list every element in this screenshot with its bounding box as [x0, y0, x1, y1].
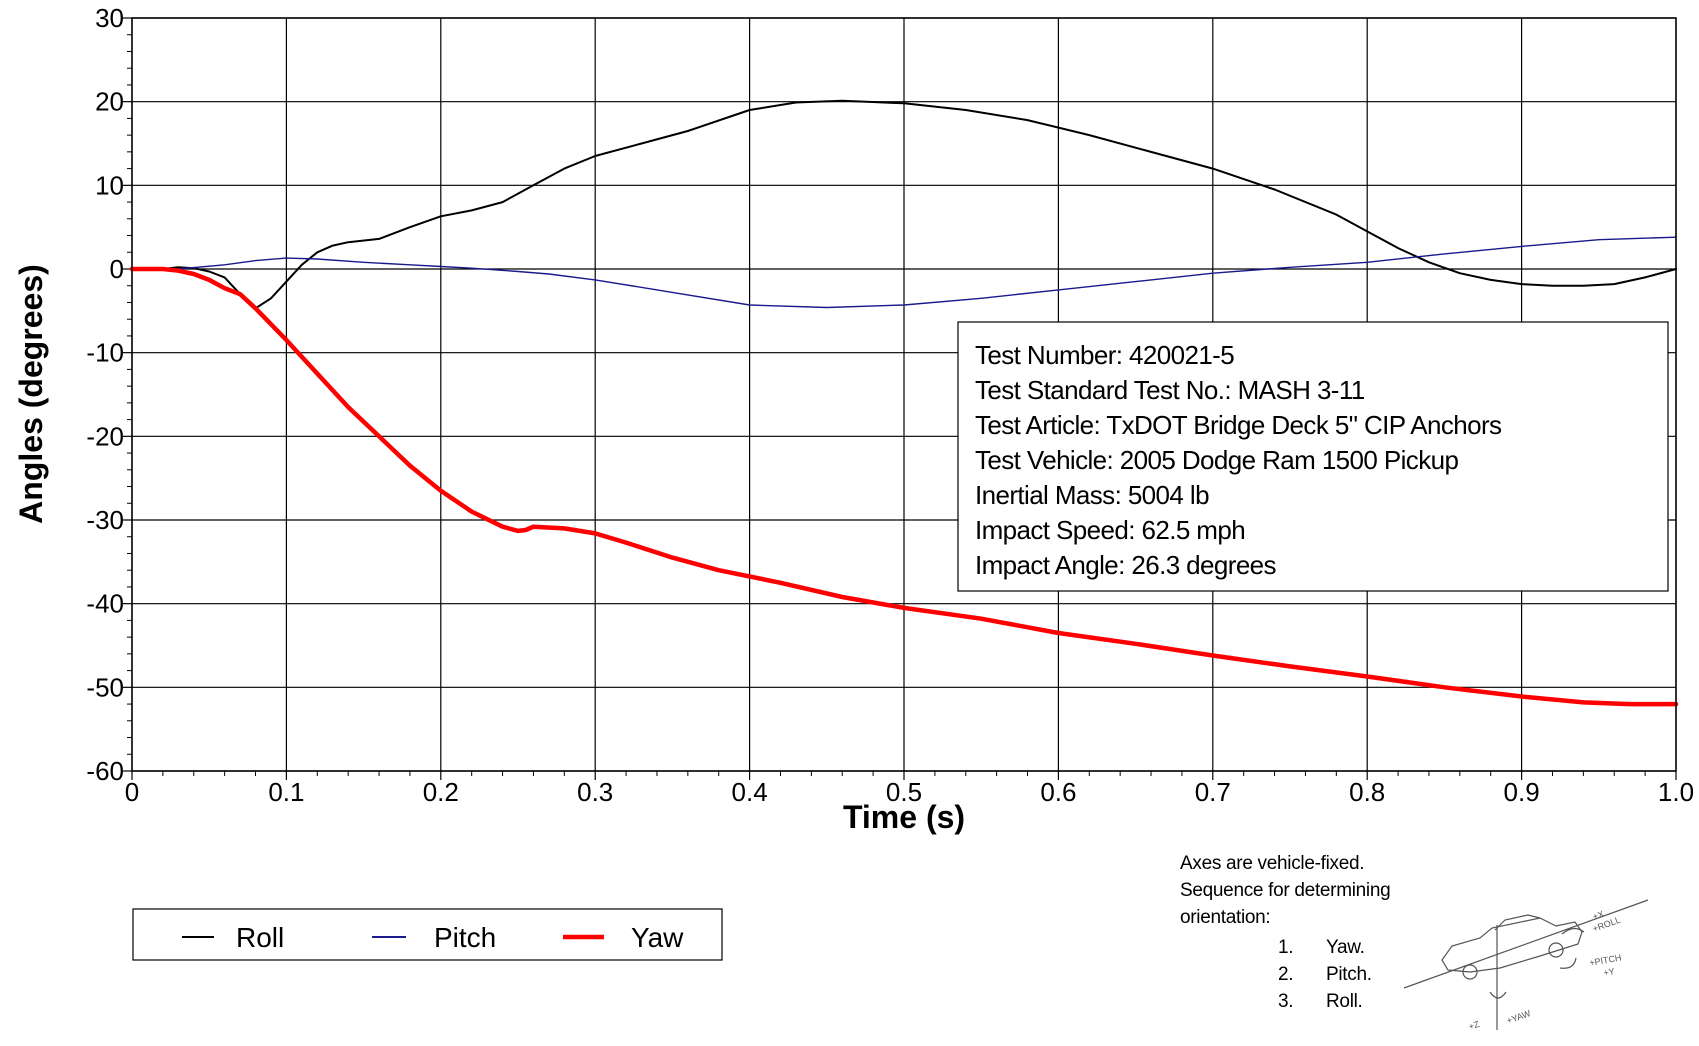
y-tick-label: 20 [95, 87, 124, 117]
sequence-num: 3. [1278, 991, 1293, 1012]
x-tick-label: 0.1 [268, 777, 304, 807]
legend: Roll Pitch Yaw [132, 908, 723, 961]
y-tick-label: 0 [110, 254, 124, 284]
y-tick-label: -50 [86, 672, 124, 702]
y-tick-label: 10 [95, 170, 124, 200]
x-tick-label: 0.3 [577, 777, 613, 807]
svg-text:+Z: +Z [1467, 1019, 1481, 1032]
legend-label-roll: Roll [236, 922, 284, 953]
y-axis-title: Angles (degrees) [13, 264, 49, 524]
y-tick-label: -20 [86, 421, 124, 451]
x-tick-label: 0.6 [1040, 777, 1076, 807]
series-line-pitch [131, 236, 1677, 309]
y-tick-label: -40 [86, 589, 124, 619]
note-line: Sequence for determining [1180, 880, 1390, 901]
sequence-label: Yaw. [1326, 937, 1365, 958]
axis-ticks: 0 0.1 0.2 0.3 0.4 0.5 0.6 0.7 0.8 0.9 1.0 30 20 10 0 -1… [86, 3, 1694, 807]
x-tick-label: 0.7 [1195, 777, 1231, 807]
sequence-label: Roll. [1326, 991, 1363, 1012]
info-line: Impact Angle: 26.3 degrees [975, 550, 1277, 580]
x-tick-label: 0.8 [1349, 777, 1385, 807]
x-tick-label: 0.9 [1504, 777, 1540, 807]
info-line: Impact Speed: 62.5 mph [975, 515, 1245, 545]
info-line: Inertial Mass: 5004 lb [975, 480, 1209, 510]
legend-label-pitch: Pitch [434, 922, 496, 953]
svg-text:+YAW: +YAW [1505, 1008, 1532, 1026]
x-tick-label: 0 [125, 777, 139, 807]
x-axis-title: Time (s) [843, 799, 965, 835]
series-line-yaw [129, 266, 1679, 707]
legend-label-yaw: Yaw [631, 922, 684, 953]
info-line: Test Article: TxDOT Bridge Deck 5" CIP A… [975, 410, 1502, 440]
x-tick-label: 1.0 [1658, 777, 1694, 807]
plot-frame [131, 17, 1677, 772]
test-info-box: Test Number: 420021-5 Test Standard Test… [957, 321, 1669, 592]
note-line: Axes are vehicle-fixed. [1180, 853, 1364, 874]
y-tick-label: -10 [86, 338, 124, 368]
y-tick-label: -30 [86, 505, 124, 535]
y-tick-label: -60 [86, 756, 124, 786]
sequence-num: 1. [1278, 937, 1293, 958]
info-line: Test Number: 420021-5 [975, 340, 1234, 370]
series-lines [129, 99, 1679, 707]
svg-text:+X: +X [1591, 909, 1605, 922]
svg-text:+Y: +Y [1603, 966, 1616, 978]
sequence-num: 2. [1278, 964, 1293, 985]
x-tick-label: 0.2 [423, 777, 459, 807]
info-line: Test Standard Test No.: MASH 3-11 [975, 375, 1365, 405]
x-tick-label: 0.5 [886, 777, 922, 807]
vehicle-axes-diagram-icon: +X +ROLL +PITCH +Y +Z +YAW [1403, 899, 1649, 1032]
svg-text:+PITCH: +PITCH [1589, 953, 1623, 968]
sequence-label: Pitch. [1326, 964, 1372, 985]
series-line-roll [131, 99, 1677, 310]
x-tick-label: 0.4 [732, 777, 768, 807]
info-line: Test Vehicle: 2005 Dodge Ram 1500 Pickup [975, 445, 1458, 475]
y-tick-label: 30 [95, 3, 124, 33]
axes-note: Axes are vehicle-fixed. Sequence for det… [1180, 853, 1391, 1012]
note-line: orientation: [1180, 907, 1270, 928]
